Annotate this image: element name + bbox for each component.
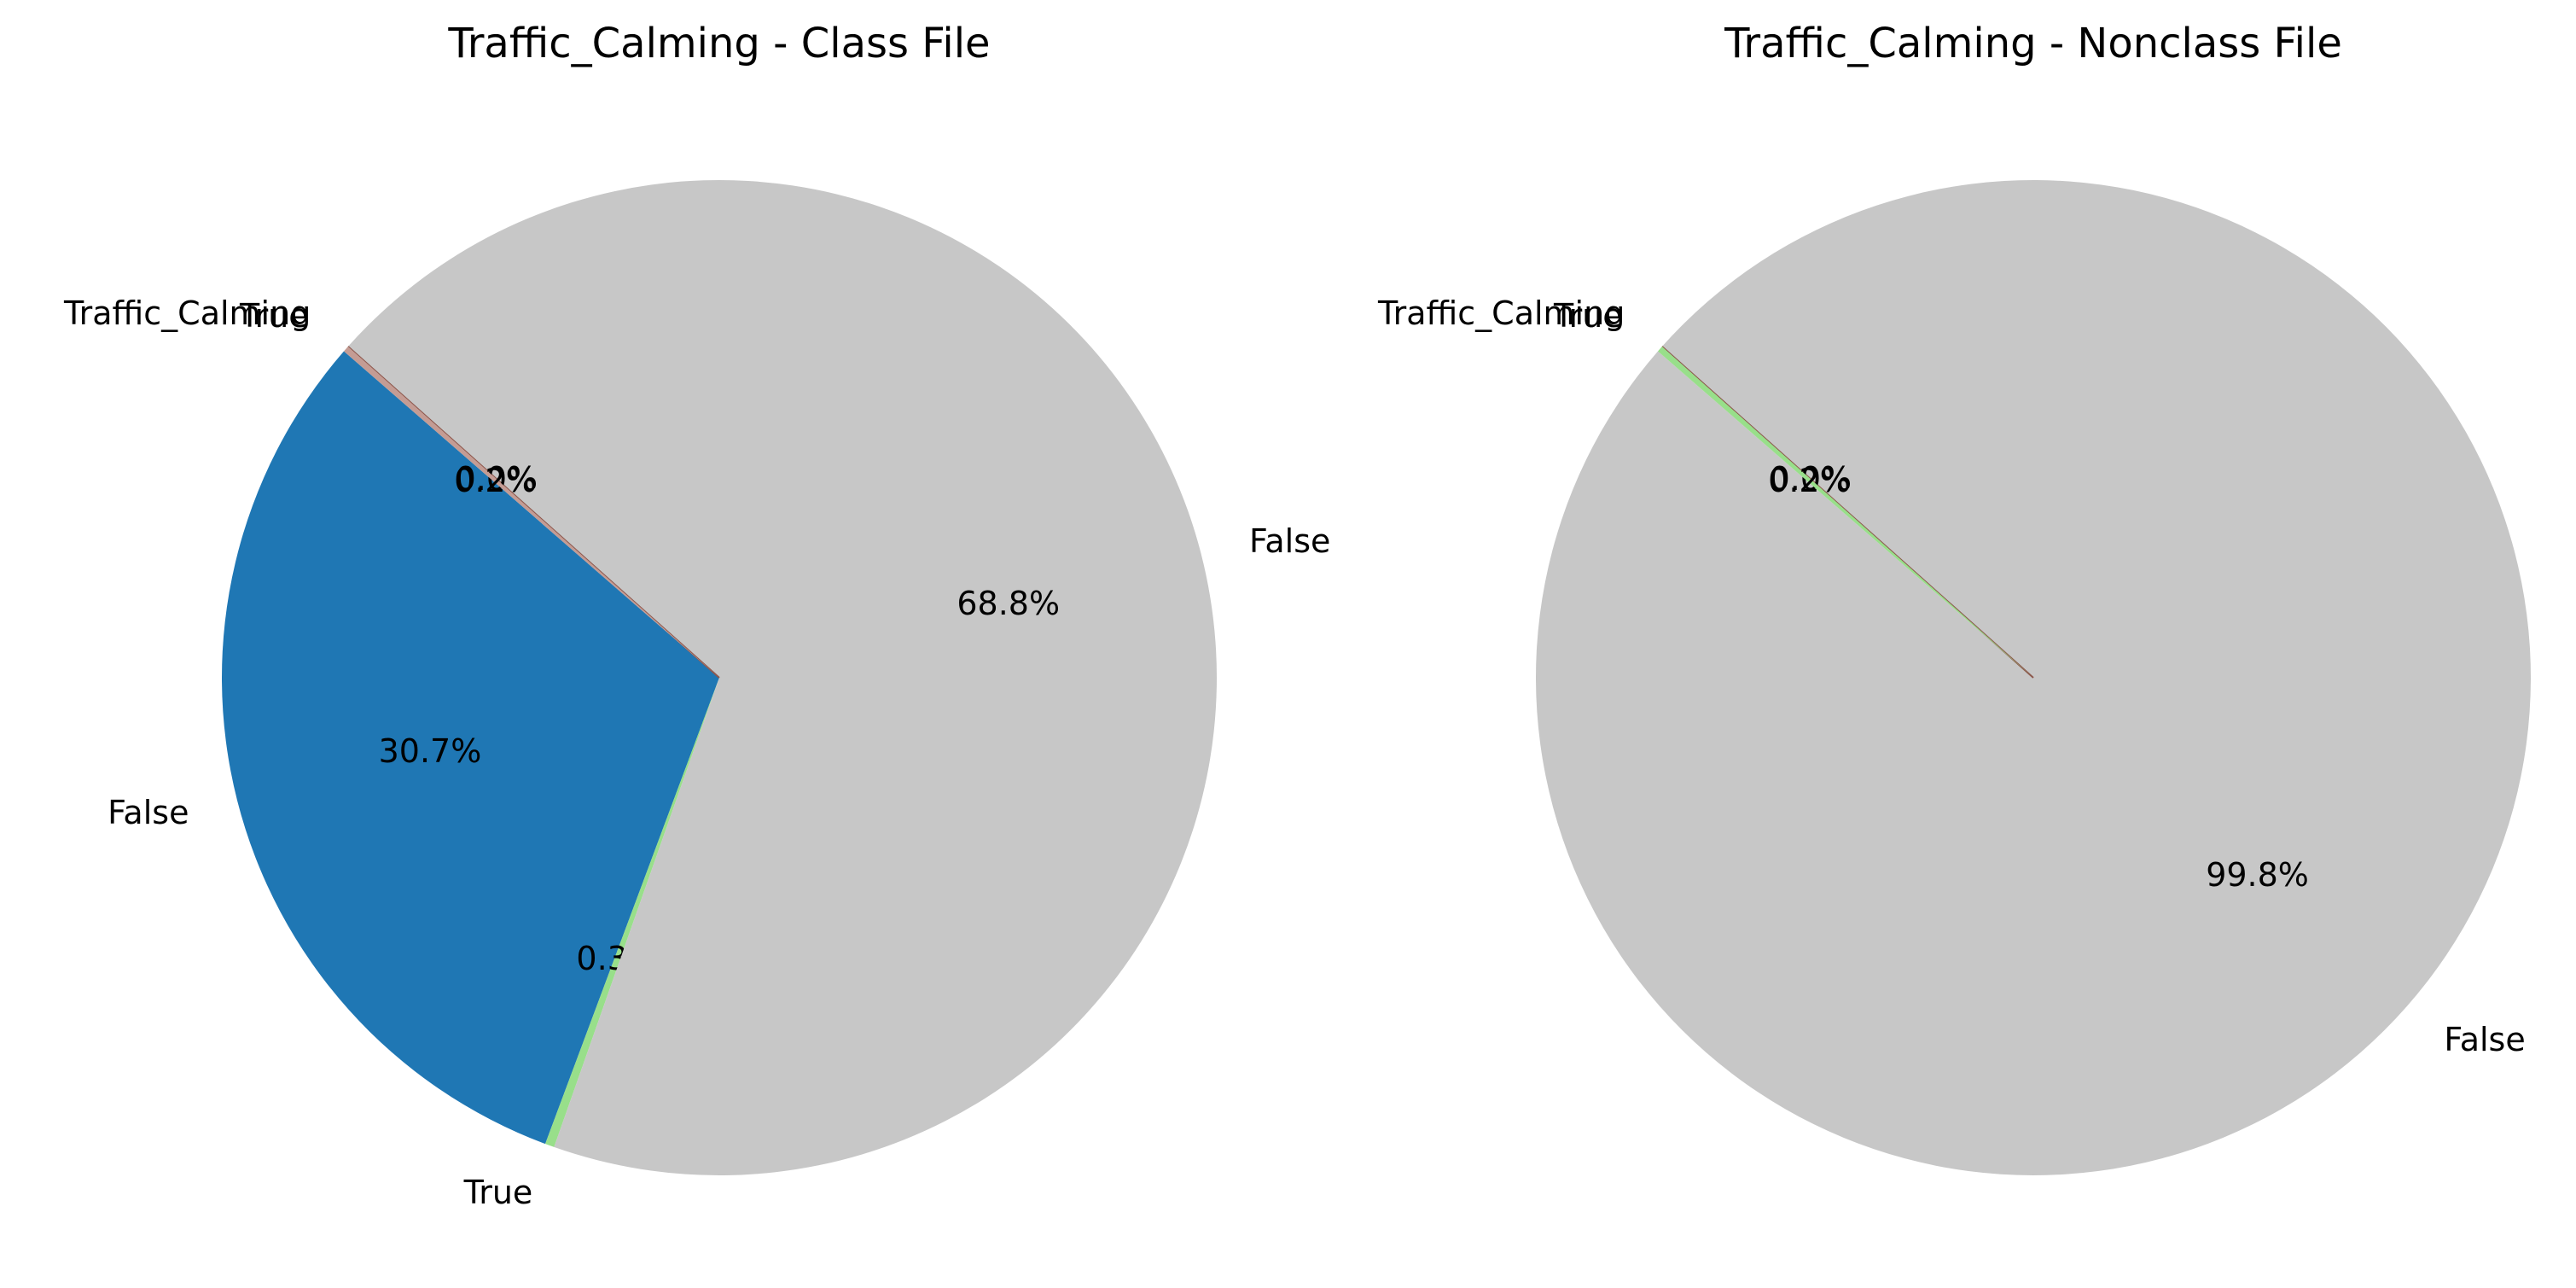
pie-slice-label: Traffic_Calming xyxy=(63,294,311,332)
pie-slice-percentage: 0.2% xyxy=(1768,462,1851,499)
chart-title-nonclass-file: Traffic_Calming - Nonclass File xyxy=(1724,20,2342,67)
chart-title-class-file: Traffic_Calming - Class File xyxy=(447,20,990,67)
pie-slice-label: False xyxy=(1249,522,1330,560)
pie-nonclass-file: False 99.8% Traffic_Calming 0.0% True 0.2% xyxy=(1377,180,2531,1176)
pie-slice-label: Traffic_Calming xyxy=(1377,294,1625,332)
pie-slice-label: True xyxy=(1553,297,1623,335)
pie-slice xyxy=(545,678,719,1147)
pie-slice-percentage: 0.2% xyxy=(454,462,537,499)
pie-slice-label: True xyxy=(239,297,309,335)
pie-slice-percentage: 68.8% xyxy=(957,585,1060,622)
pie-slice-percentage: 99.8% xyxy=(2206,856,2309,894)
pie-slice-label: True xyxy=(463,1174,533,1211)
pie-slice xyxy=(1658,347,2033,678)
pie-slice-label: False xyxy=(108,794,189,831)
pie-slice-label: False xyxy=(2444,1021,2525,1058)
pie-slice-percentage: 30.7% xyxy=(379,732,482,770)
pie-class-file: False30.7%True0.3%False68.8%Traffic_Calm… xyxy=(63,180,1330,1211)
pie-slice xyxy=(344,347,719,678)
pie-slice-percentage: 0.0% xyxy=(456,460,538,498)
pie-slice xyxy=(221,351,720,1145)
pie-slice xyxy=(347,180,1217,1176)
pie-slice-percentage: 0.0% xyxy=(1770,460,1852,498)
